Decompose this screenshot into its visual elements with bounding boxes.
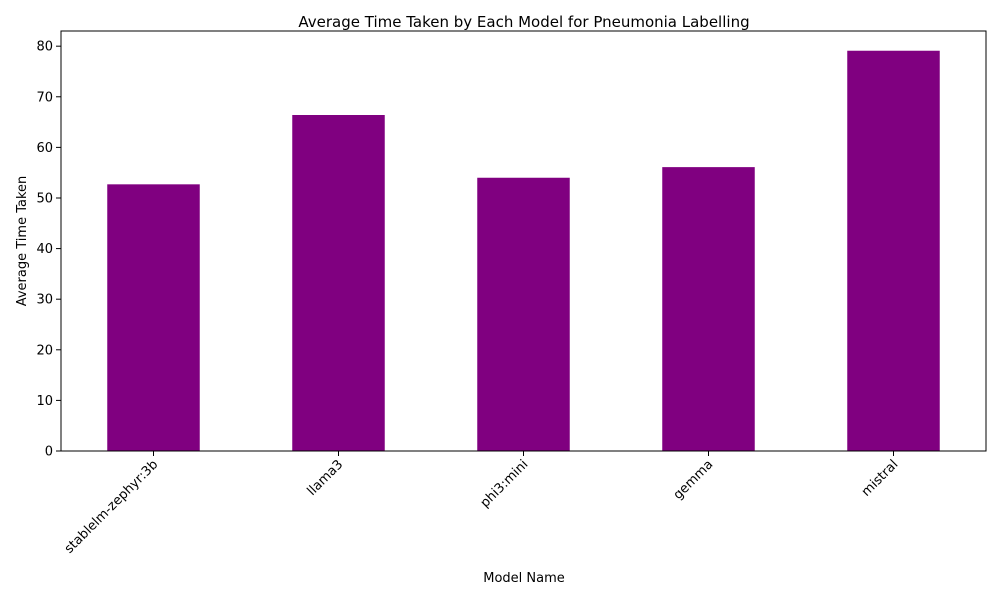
bar-llama3 <box>292 115 385 451</box>
y-axis-label: Average Time Taken <box>15 176 30 307</box>
x-axis-label: Model Name <box>483 571 565 586</box>
y-tick-label: 20 <box>36 343 53 358</box>
y-tick-label: 80 <box>36 40 53 55</box>
y-tick-label: 70 <box>36 90 53 105</box>
y-tick-label: 30 <box>36 293 53 308</box>
bar-gemma <box>662 167 755 451</box>
bars-group <box>107 50 940 452</box>
bar-mistral <box>847 50 940 452</box>
y-tick-label: 0 <box>45 445 53 460</box>
bar-stablelm-zephyr:3b <box>107 184 200 451</box>
x-tick-label: gemma <box>671 457 717 503</box>
y-tick-label: 60 <box>36 141 53 156</box>
x-tick-label: llama3 <box>305 457 347 499</box>
plot-frame <box>60 30 987 452</box>
x-axis-ticks: stablelm-zephyr:3b llama3 phi3:mini gemma mi… <box>62 451 901 557</box>
y-tick-label: 10 <box>36 394 53 409</box>
y-axis-ticks: 0 10 20 30 40 50 60 70 80 <box>36 40 61 460</box>
bar-phi3:mini <box>477 177 570 451</box>
x-tick-label: stablelm-zephyr:3b <box>62 457 161 556</box>
x-tick-label: mistral <box>859 457 901 499</box>
y-tick-label: 50 <box>36 191 53 206</box>
x-tick-label: phi3:mini <box>478 457 532 511</box>
chart-title: Average Time Taken by Each Model for Pne… <box>298 13 749 31</box>
y-tick-label: 40 <box>36 242 53 257</box>
